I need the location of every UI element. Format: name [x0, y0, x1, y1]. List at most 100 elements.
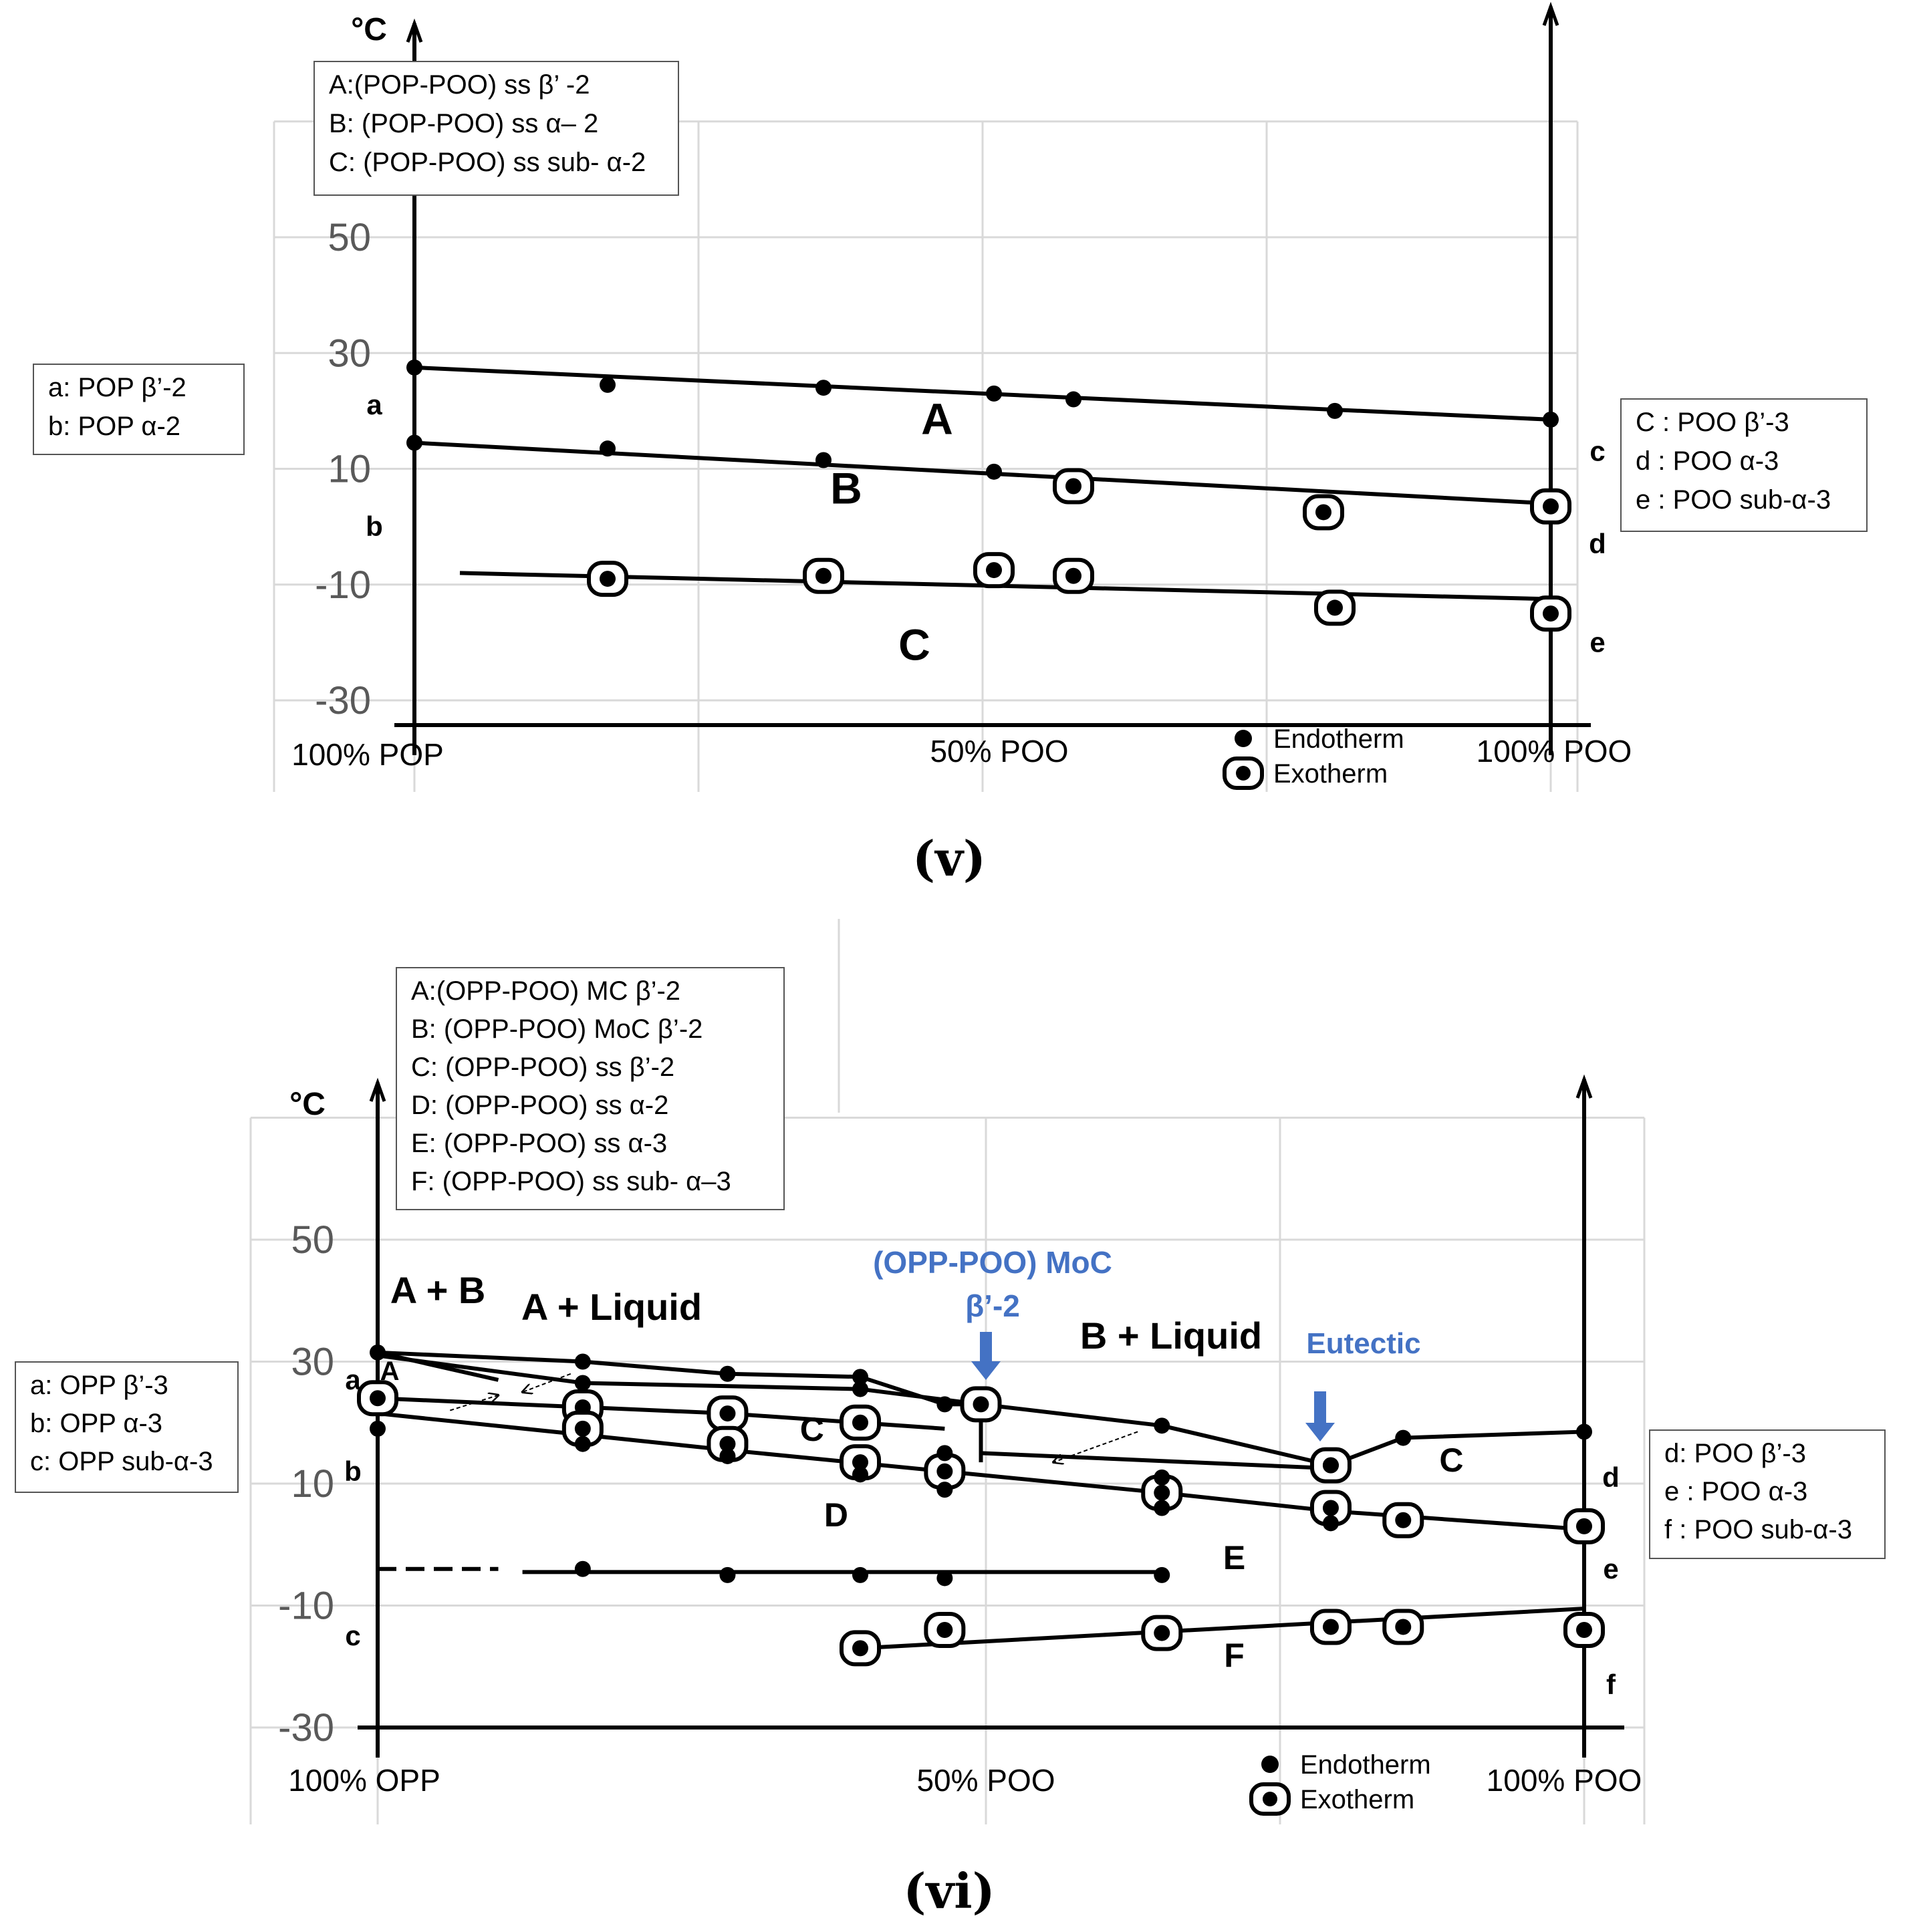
right-phase-letter: f	[1606, 1669, 1616, 1700]
right-phase-box-line: e : POO sub-α-3	[1636, 485, 1831, 515]
right-phase-box-frame	[1649, 1429, 1886, 1559]
exotherm-point	[719, 1405, 736, 1422]
legend-endotherm-dot	[1261, 1756, 1279, 1773]
endotherm-point	[936, 1482, 953, 1498]
y-tick-label: -10	[315, 563, 371, 607]
x-tick-label: 100% POP	[291, 737, 444, 772]
left-phase-box-line: b: OPP α-3	[30, 1409, 162, 1438]
endotherm-point	[574, 1353, 591, 1370]
exotherm-point	[1543, 498, 1559, 515]
phase-legend-box-line: A:(POP-POO) ss β’ -2	[329, 70, 590, 100]
right-axis-arrowhead	[1542, 1, 1559, 26]
legend-exotherm-dot	[1263, 1792, 1277, 1806]
endotherm-point	[370, 1344, 386, 1361]
y-tick-label: -10	[278, 1584, 334, 1628]
phase-legend-box: A:(POP-POO) ss β’ -2 B: (POP-POO) ss α– 2…	[313, 61, 679, 196]
endotherm-point	[1543, 411, 1559, 428]
exotherm-point	[1576, 1622, 1592, 1638]
phase-legend-box: A:(OPP-POO) MC β’-2 B: (OPP-POO) MoC β’-2…	[396, 967, 785, 1210]
exotherm-point	[1154, 1625, 1170, 1641]
exotherm-point	[973, 1396, 989, 1413]
endotherm-point	[574, 1375, 591, 1391]
y-tick-label: 30	[328, 331, 371, 375]
region-label: A	[921, 394, 953, 444]
region-label: D	[824, 1496, 848, 1534]
endotherm-point	[1065, 391, 1081, 408]
exotherm-point	[1322, 1619, 1339, 1635]
phase-legend-box-line: B: (OPP-POO) MoC β’-2	[411, 1014, 703, 1044]
figure-caption: (vi)	[903, 1862, 995, 1919]
endotherm-point	[1154, 1500, 1170, 1516]
data-points	[357, 1344, 1605, 1667]
phase-legend-box-line: E: (OPP-POO) ss α-3	[411, 1129, 667, 1158]
exotherm-point	[719, 1435, 736, 1452]
exotherm-point	[815, 567, 832, 584]
x-tick-label: 100% OPP	[288, 1763, 440, 1798]
left-phase-box: a: POP β’-2 b: POP α-2	[33, 364, 245, 455]
exotherm-point	[936, 1463, 953, 1480]
exotherm-point	[600, 571, 616, 587]
right-phase-letter: e	[1589, 626, 1605, 658]
legend-exotherm-label: Exotherm	[1300, 1785, 1414, 1814]
phase-legend-box-line: D: (OPP-POO) ss α-2	[411, 1091, 668, 1120]
right-phase-letter: c	[1589, 436, 1605, 467]
annotation-arrow	[449, 1395, 498, 1411]
exotherm-point	[1395, 1619, 1412, 1635]
endotherm-point	[719, 1566, 736, 1583]
exotherm-point	[936, 1622, 953, 1638]
endotherm-point	[574, 1435, 591, 1452]
endotherm-point	[1322, 1457, 1339, 1474]
left-phase-box: a: OPP β’-3 b: OPP α-3 c: OPP sub-α-3	[15, 1361, 239, 1493]
endotherm-point	[986, 463, 1002, 480]
annotation-b-plus-liquid: B + Liquid	[1080, 1315, 1262, 1357]
phase-boundary-line	[981, 1451, 1331, 1471]
phase-legend-box-frame	[313, 61, 679, 196]
gridlines	[273, 120, 1579, 792]
exotherm-point	[1315, 504, 1331, 521]
endotherm-point	[1395, 1429, 1412, 1446]
legend-exotherm-dot	[1236, 766, 1251, 781]
exotherm-point	[852, 1454, 868, 1471]
endotherm-point	[986, 385, 1002, 402]
phase-legend-box-line: A:(OPP-POO) MC β’-2	[411, 976, 680, 1006]
legend-endotherm-label: Endotherm	[1300, 1750, 1431, 1780]
left-phase-box-frame	[33, 364, 245, 455]
annotation-a-plus-b: A + B	[390, 1269, 486, 1311]
endotherm-point	[852, 1466, 868, 1483]
exotherm-point	[1395, 1512, 1412, 1528]
phase-boundary-line	[860, 1607, 1585, 1651]
x-tick-label: 50% POO	[916, 1763, 1055, 1798]
phase-boundary-line	[377, 1353, 981, 1407]
endotherm-point	[936, 1570, 953, 1586]
region-label: C	[898, 619, 930, 669]
annotation-arrow	[523, 1373, 571, 1392]
right-axis-arrowhead	[1575, 1074, 1593, 1099]
endotherm-point	[1154, 1417, 1170, 1434]
left-phase-box-line: b: POP α-2	[48, 412, 180, 441]
eutectic-label: Eutectic	[1306, 1327, 1420, 1360]
right-phase-box: C : POO β’-3 d : POO α-3 e : POO sub-α-3	[1620, 398, 1868, 532]
y-tick-label: 10	[328, 448, 371, 491]
x-tick-label: 50% POO	[930, 734, 1068, 769]
left-phase-box-line: a: POP β’-2	[48, 373, 186, 402]
endotherm-point	[1322, 1515, 1339, 1532]
right-phase-box-frame	[1620, 398, 1868, 532]
marker-legend: Endotherm Exotherm	[1223, 724, 1404, 790]
endotherm-point	[852, 1381, 868, 1397]
endotherm-point	[600, 376, 616, 393]
x-tick-label: 100% POO	[1477, 734, 1632, 769]
exotherm-point	[1065, 567, 1081, 584]
phase-boundary-line	[414, 365, 1551, 422]
left-axis-arrowhead	[406, 18, 423, 43]
moc-blue-arrow	[971, 1332, 1001, 1380]
exotherm-point	[986, 562, 1002, 579]
marker-legend: Endotherm Exotherm	[1249, 1750, 1431, 1816]
endotherm-point	[815, 380, 832, 396]
exotherm-point	[852, 1414, 868, 1431]
moc-label-phase: β’-2	[965, 1288, 1020, 1323]
left-phase-box-frame	[15, 1361, 239, 1493]
region-label: E	[1223, 1539, 1245, 1576]
legend-exotherm-label: Exotherm	[1273, 759, 1388, 789]
endotherm-point	[719, 1365, 736, 1382]
phase-legend-box-line: B: (POP-POO) ss α– 2	[329, 109, 598, 138]
